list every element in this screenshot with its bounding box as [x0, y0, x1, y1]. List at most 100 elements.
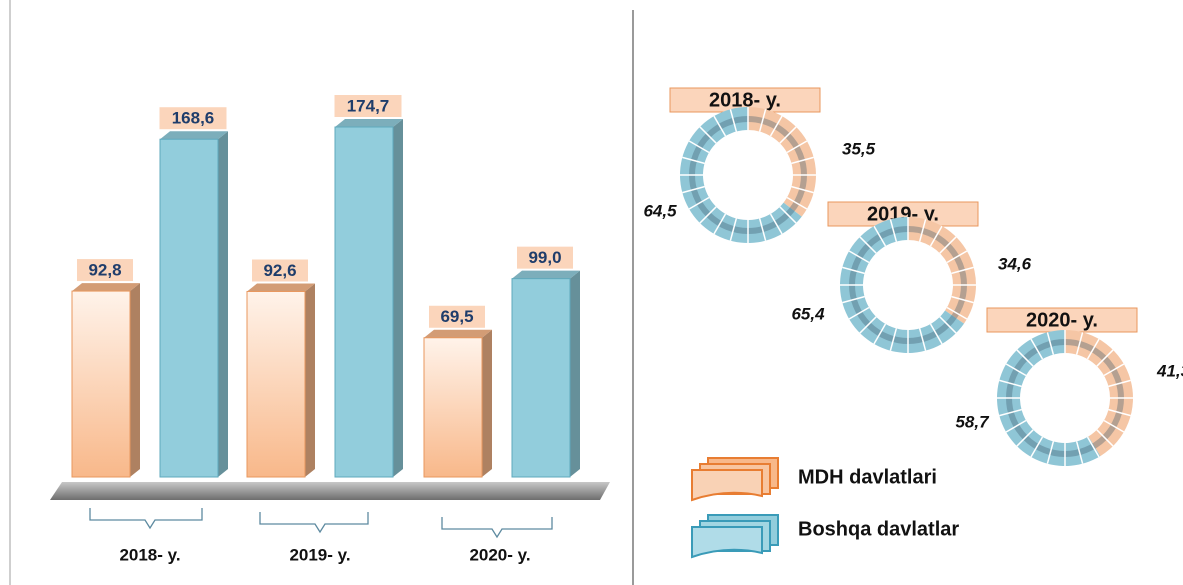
- bar: [511, 278, 571, 478]
- ring-separator: [939, 316, 957, 334]
- value-label-box: [334, 95, 402, 117]
- floor: [50, 482, 610, 500]
- ring-separator: [951, 295, 974, 304]
- ring-separator: [873, 323, 887, 345]
- x-tick-label: 2018- y.: [119, 545, 180, 564]
- ring-separator: [1096, 429, 1114, 447]
- ring-separator: [1016, 349, 1034, 367]
- bar-top: [72, 283, 140, 292]
- x-tick-label: 2020- y.: [469, 545, 530, 564]
- ring-separator: [1103, 363, 1125, 377]
- value-label: 92,6: [263, 261, 296, 280]
- bar-top: [335, 119, 403, 127]
- value-label: 92,8: [88, 261, 121, 280]
- ring-separator: [688, 196, 710, 210]
- ring-separator: [688, 140, 710, 154]
- pie-title-box: [986, 307, 1138, 333]
- ring-separator: [1005, 419, 1027, 433]
- ring-separator: [939, 236, 957, 254]
- ring-separator: [842, 266, 865, 275]
- ring-separator: [1096, 349, 1114, 367]
- ring-separator: [1005, 363, 1027, 377]
- ring-separator: [758, 109, 767, 132]
- ring-separator: [1086, 436, 1100, 458]
- pie-value-label: 34,6: [998, 254, 1032, 273]
- bar-top: [512, 270, 580, 279]
- ring-separator: [1046, 441, 1055, 464]
- ring-separator: [779, 206, 797, 224]
- pie-title: 2020- y.: [1026, 309, 1098, 331]
- value-label-box: [429, 305, 485, 328]
- x-tick-label: 2019- y.: [289, 545, 350, 564]
- ring-separator: [1108, 408, 1131, 417]
- braces: [89, 508, 553, 539]
- ring-separator: [1030, 338, 1044, 360]
- ring-separator: [999, 379, 1022, 388]
- ring-separator: [769, 213, 783, 235]
- pie-slice: [908, 217, 977, 324]
- ring-separator: [713, 213, 727, 235]
- ring-separator: [729, 218, 738, 241]
- value-label-box: [77, 259, 133, 282]
- ring-separator: [1086, 338, 1100, 360]
- value-label: 69,5: [440, 307, 473, 326]
- ring-separator: [729, 109, 738, 132]
- ring-separator: [929, 225, 943, 247]
- value-label-box: [517, 246, 573, 269]
- ring-separator: [1075, 441, 1084, 464]
- bar-side: [393, 119, 403, 477]
- bar-side: [305, 283, 315, 477]
- pie-slice: [1065, 330, 1133, 457]
- bar-top: [160, 131, 228, 140]
- bar-top: [424, 329, 492, 338]
- bar: [246, 290, 306, 478]
- ring-separator: [1103, 419, 1125, 433]
- pie-slice: [840, 217, 965, 353]
- ring-separator: [859, 236, 877, 254]
- value-label: 174,7: [347, 96, 390, 115]
- value-label-box: [159, 107, 227, 130]
- bar: [71, 290, 131, 478]
- ring-separator: [873, 225, 887, 247]
- pie-value-label: 41,3: [1156, 361, 1183, 380]
- value-label: 168,6: [172, 109, 215, 128]
- ring-separator: [1016, 429, 1034, 447]
- ring-separator: [699, 126, 717, 144]
- pie-title: 2018- y.: [709, 89, 781, 111]
- ring-separator: [1030, 436, 1044, 458]
- legend-label: Boshqa davlatlar: [798, 518, 959, 540]
- ring-separator: [713, 115, 727, 137]
- pie-slice: [748, 107, 816, 217]
- ring-separator: [682, 156, 705, 165]
- ring-separator: [951, 266, 974, 275]
- bar: [159, 138, 219, 478]
- ring-separator: [769, 115, 783, 137]
- pie-value-label: 35,5: [842, 139, 876, 158]
- bar-side: [482, 329, 492, 477]
- ring-separator: [999, 408, 1022, 417]
- ring-separator: [848, 250, 870, 264]
- legend-icons: [691, 457, 779, 559]
- bar: [334, 126, 394, 478]
- ring-separator: [791, 156, 814, 165]
- ring-separator: [889, 219, 898, 242]
- ring-separator: [848, 306, 870, 320]
- ring-separator: [786, 140, 808, 154]
- ring-separator: [786, 196, 808, 210]
- pie-value-label: 58,7: [955, 412, 990, 431]
- bar-top: [247, 283, 315, 292]
- ring-separator: [779, 126, 797, 144]
- bar-side: [218, 131, 228, 477]
- ring-separator: [946, 306, 968, 320]
- ring-separator: [758, 218, 767, 241]
- ring-separator: [1046, 332, 1055, 355]
- pie-slice: [680, 107, 802, 243]
- value-label-box: [252, 259, 308, 282]
- pie-value-label: 65,4: [791, 304, 825, 323]
- value-label: 99,0: [528, 248, 561, 267]
- bar: [423, 337, 483, 478]
- ring-separator: [1108, 379, 1131, 388]
- ring-separator: [842, 295, 865, 304]
- ring-separator: [682, 185, 705, 194]
